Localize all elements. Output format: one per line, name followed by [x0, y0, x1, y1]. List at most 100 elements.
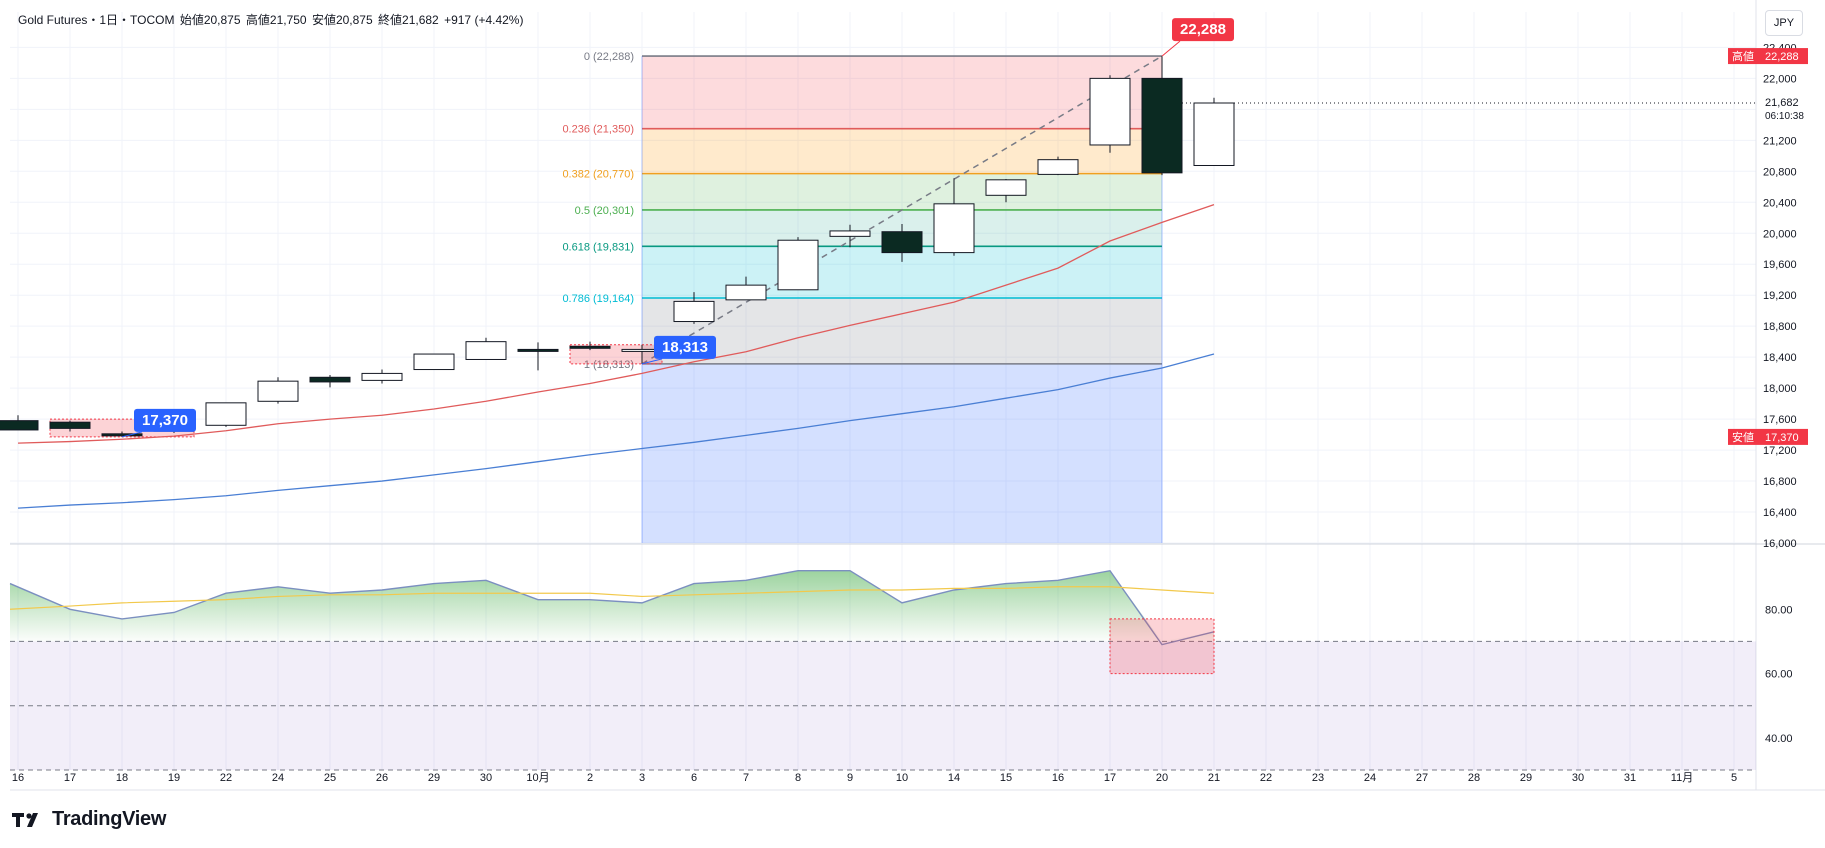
axis-value-label: 21,682 [1765, 97, 1799, 109]
candle-body [569, 345, 611, 349]
time-tick-label: 6 [691, 772, 697, 784]
candle [413, 353, 455, 371]
fib-level-label: 0.236 (21,350) [562, 124, 634, 136]
fib-zone [642, 363, 1162, 543]
candle [1037, 156, 1079, 176]
candle-body [0, 420, 39, 431]
candle-body [1141, 77, 1183, 174]
rsi-line [9, 569, 1215, 646]
price-tick-label: 18,000 [1763, 383, 1797, 395]
candle [1089, 75, 1131, 153]
time-tick-label: 17 [1104, 772, 1116, 784]
currency-button[interactable]: JPY [1765, 10, 1803, 36]
candle-body [933, 203, 975, 254]
axis-value-box [1758, 94, 1808, 125]
axis-tag-label: 高値 [1732, 49, 1754, 63]
candle-body [1037, 159, 1079, 175]
candle [257, 377, 299, 404]
time-tick-label: 3 [639, 772, 645, 784]
candle-body [673, 300, 715, 323]
fib-level-label: 0.618 (19,831) [562, 241, 634, 253]
fib-zone [642, 173, 1162, 210]
fibonacci-retracement: 0 (22,288) 0.236 (21,350) 0.382 (20,770) 0.… [562, 51, 1163, 543]
time-tick-label: 28 [1468, 772, 1480, 784]
price-tick-label: 18,800 [1763, 321, 1797, 333]
price-tick-label: 17,200 [1763, 445, 1797, 457]
candle [673, 292, 715, 324]
candle-body [361, 372, 403, 381]
time-tick-label: 30 [480, 772, 492, 784]
rsi-tick-label: 60.00 [1765, 669, 1793, 681]
candle-body [517, 348, 559, 352]
ohlc-low: 安値20,875 [311, 13, 373, 27]
candle [517, 342, 559, 371]
price-tick-label: 16,400 [1763, 507, 1797, 519]
axis-tag-box [1728, 48, 1758, 65]
candle-body [1193, 102, 1235, 166]
time-tick-label: 14 [948, 772, 960, 784]
time-tick-label: 7 [743, 772, 749, 784]
time-tick-label: 31 [1624, 772, 1636, 784]
time-tick-label: 15 [1000, 772, 1012, 784]
symbol-title[interactable]: Gold Futures・1日・TOCOM [18, 13, 175, 27]
fib-zone [642, 297, 1162, 364]
price-badge: 17,370 [121, 408, 196, 438]
badge-label: 22,288 [1180, 21, 1226, 38]
candle-body [413, 353, 455, 371]
rsi-highlight-box [1109, 618, 1215, 675]
price-tick-label: 20,000 [1763, 228, 1797, 240]
price-tick-label: 19,600 [1763, 259, 1797, 271]
price-tick-label: 16,800 [1763, 476, 1797, 488]
axis-price-label: 安値 17,370 [1728, 428, 1808, 445]
badge-pointer [641, 358, 663, 365]
axis-tag-label: 安値 [1732, 430, 1754, 444]
tradingview-logo-icon [12, 812, 38, 827]
time-tick-label: 26 [376, 772, 388, 784]
candle [881, 223, 923, 262]
price-tick-label: 18,400 [1763, 352, 1797, 364]
time-tick-label: 30 [1572, 772, 1584, 784]
time-tick-label: 16 [12, 772, 24, 784]
badge-pointer [121, 431, 143, 438]
candle-body [829, 230, 871, 237]
badge-box [654, 335, 716, 359]
countdown-label: 06:10:38 [1765, 111, 1804, 122]
time-tick-label: 19 [168, 772, 180, 784]
fib-zone [642, 128, 1162, 174]
axis-value-box [1758, 428, 1808, 445]
time-tick-label: 29 [1520, 772, 1532, 784]
time-tick-label: 16 [1052, 772, 1064, 784]
rsi-pane: 80.00 60.00 40.00 [9, 569, 1793, 771]
rsi-tick-label: 40.00 [1765, 733, 1793, 745]
fib-level-label: 0.382 (20,770) [562, 169, 634, 181]
time-tick-label: 24 [1364, 772, 1376, 784]
time-tick-label: 5 [1731, 772, 1737, 784]
rsi-ma-line [9, 586, 1215, 610]
price-axis: 22,40022,00021,60021,20020,80020,40020,0… [1728, 42, 1808, 550]
time-tick-label: 17 [64, 772, 76, 784]
candle [101, 431, 143, 437]
time-tick-label: 25 [324, 772, 336, 784]
fib-level-label: 0.786 (19,164) [562, 293, 634, 305]
tradingview-logo[interactable]: TradingView [12, 808, 166, 831]
time-tick-label: 27 [1416, 772, 1428, 784]
time-tick-label: 21 [1208, 772, 1220, 784]
ohlc-change: +917 (+4.42%) [444, 13, 524, 27]
badge-label: 18,313 [662, 339, 708, 356]
badge-box [1172, 18, 1234, 42]
time-tick-label: 9 [847, 772, 853, 784]
price-tick-label: 21,200 [1763, 135, 1797, 147]
symbol-header: Gold Futures・1日・TOCOM 始値20,875 高値21,750 … [18, 11, 525, 28]
candle [933, 178, 975, 256]
ohlc-open: 始値20,875 [179, 13, 241, 27]
price-badge: 18,313 [641, 335, 716, 365]
axis-value-label: 22,288 [1765, 51, 1799, 63]
ema-short-line [17, 203, 1215, 444]
axis-value-label: 17,370 [1765, 432, 1799, 444]
rsi-tick-label: 80.00 [1765, 604, 1793, 616]
candle-body [205, 402, 247, 426]
time-tick-label: 10 [896, 772, 908, 784]
time-tick-label: 8 [795, 772, 801, 784]
time-axis: 16 17 18 19 22 24 25 26 29 30 10月 2 3 6 7 8 9 10 14 15 16 17 2… [12, 772, 1737, 784]
